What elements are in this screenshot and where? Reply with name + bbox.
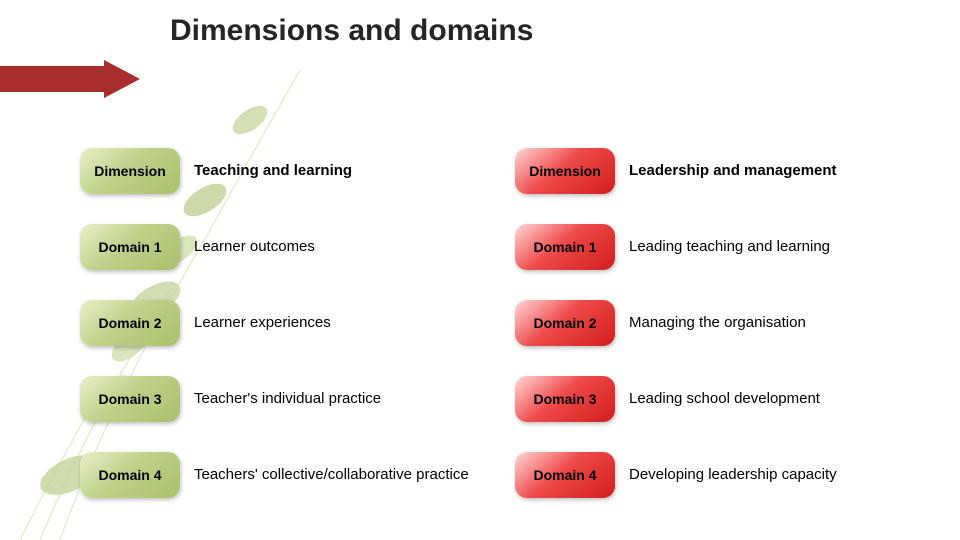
domain-text: Developing leadership capacity bbox=[629, 466, 920, 485]
dimension-row: Dimension Teaching and learning bbox=[80, 148, 485, 194]
column-leadership: Dimension Leadership and management Doma… bbox=[515, 148, 920, 498]
domain-text: Teachers' collective/collaborative pract… bbox=[194, 466, 485, 485]
domain-badge: Domain 2 bbox=[515, 300, 615, 346]
domain-badge: Domain 4 bbox=[515, 452, 615, 498]
dimension-title: Teaching and learning bbox=[194, 162, 485, 181]
domain-text: Managing the organisation bbox=[629, 314, 920, 333]
domain-row: Domain 3 Teacher's individual practice bbox=[80, 376, 485, 422]
dimension-row: Dimension Leadership and management bbox=[515, 148, 920, 194]
arrow-decoration bbox=[0, 60, 140, 98]
domain-row: Domain 4 Teachers' collective/collaborat… bbox=[80, 452, 485, 498]
dimension-badge: Dimension bbox=[80, 148, 180, 194]
domain-text: Learner experiences bbox=[194, 314, 485, 333]
domain-text: Teacher's individual practice bbox=[194, 390, 485, 409]
columns-container: Dimension Teaching and learning Domain 1… bbox=[80, 148, 920, 498]
dimension-badge: Dimension bbox=[515, 148, 615, 194]
column-teaching: Dimension Teaching and learning Domain 1… bbox=[80, 148, 485, 498]
domain-row: Domain 1 Leading teaching and learning bbox=[515, 224, 920, 270]
domain-text: Leading teaching and learning bbox=[629, 238, 920, 257]
domain-badge: Domain 3 bbox=[515, 376, 615, 422]
domain-badge: Domain 1 bbox=[515, 224, 615, 270]
domain-badge: Domain 1 bbox=[80, 224, 180, 270]
slide-title: Dimensions and domains bbox=[170, 14, 533, 48]
domain-row: Domain 3 Leading school development bbox=[515, 376, 920, 422]
domain-text: Learner outcomes bbox=[194, 238, 485, 257]
domain-row: Domain 1 Learner outcomes bbox=[80, 224, 485, 270]
domain-row: Domain 2 Learner experiences bbox=[80, 300, 485, 346]
dimension-title: Leadership and management bbox=[629, 162, 920, 181]
domain-row: Domain 4 Developing leadership capacity bbox=[515, 452, 920, 498]
domain-badge: Domain 3 bbox=[80, 376, 180, 422]
domain-row: Domain 2 Managing the organisation bbox=[515, 300, 920, 346]
domain-text: Leading school development bbox=[629, 390, 920, 409]
domain-badge: Domain 2 bbox=[80, 300, 180, 346]
domain-badge: Domain 4 bbox=[80, 452, 180, 498]
